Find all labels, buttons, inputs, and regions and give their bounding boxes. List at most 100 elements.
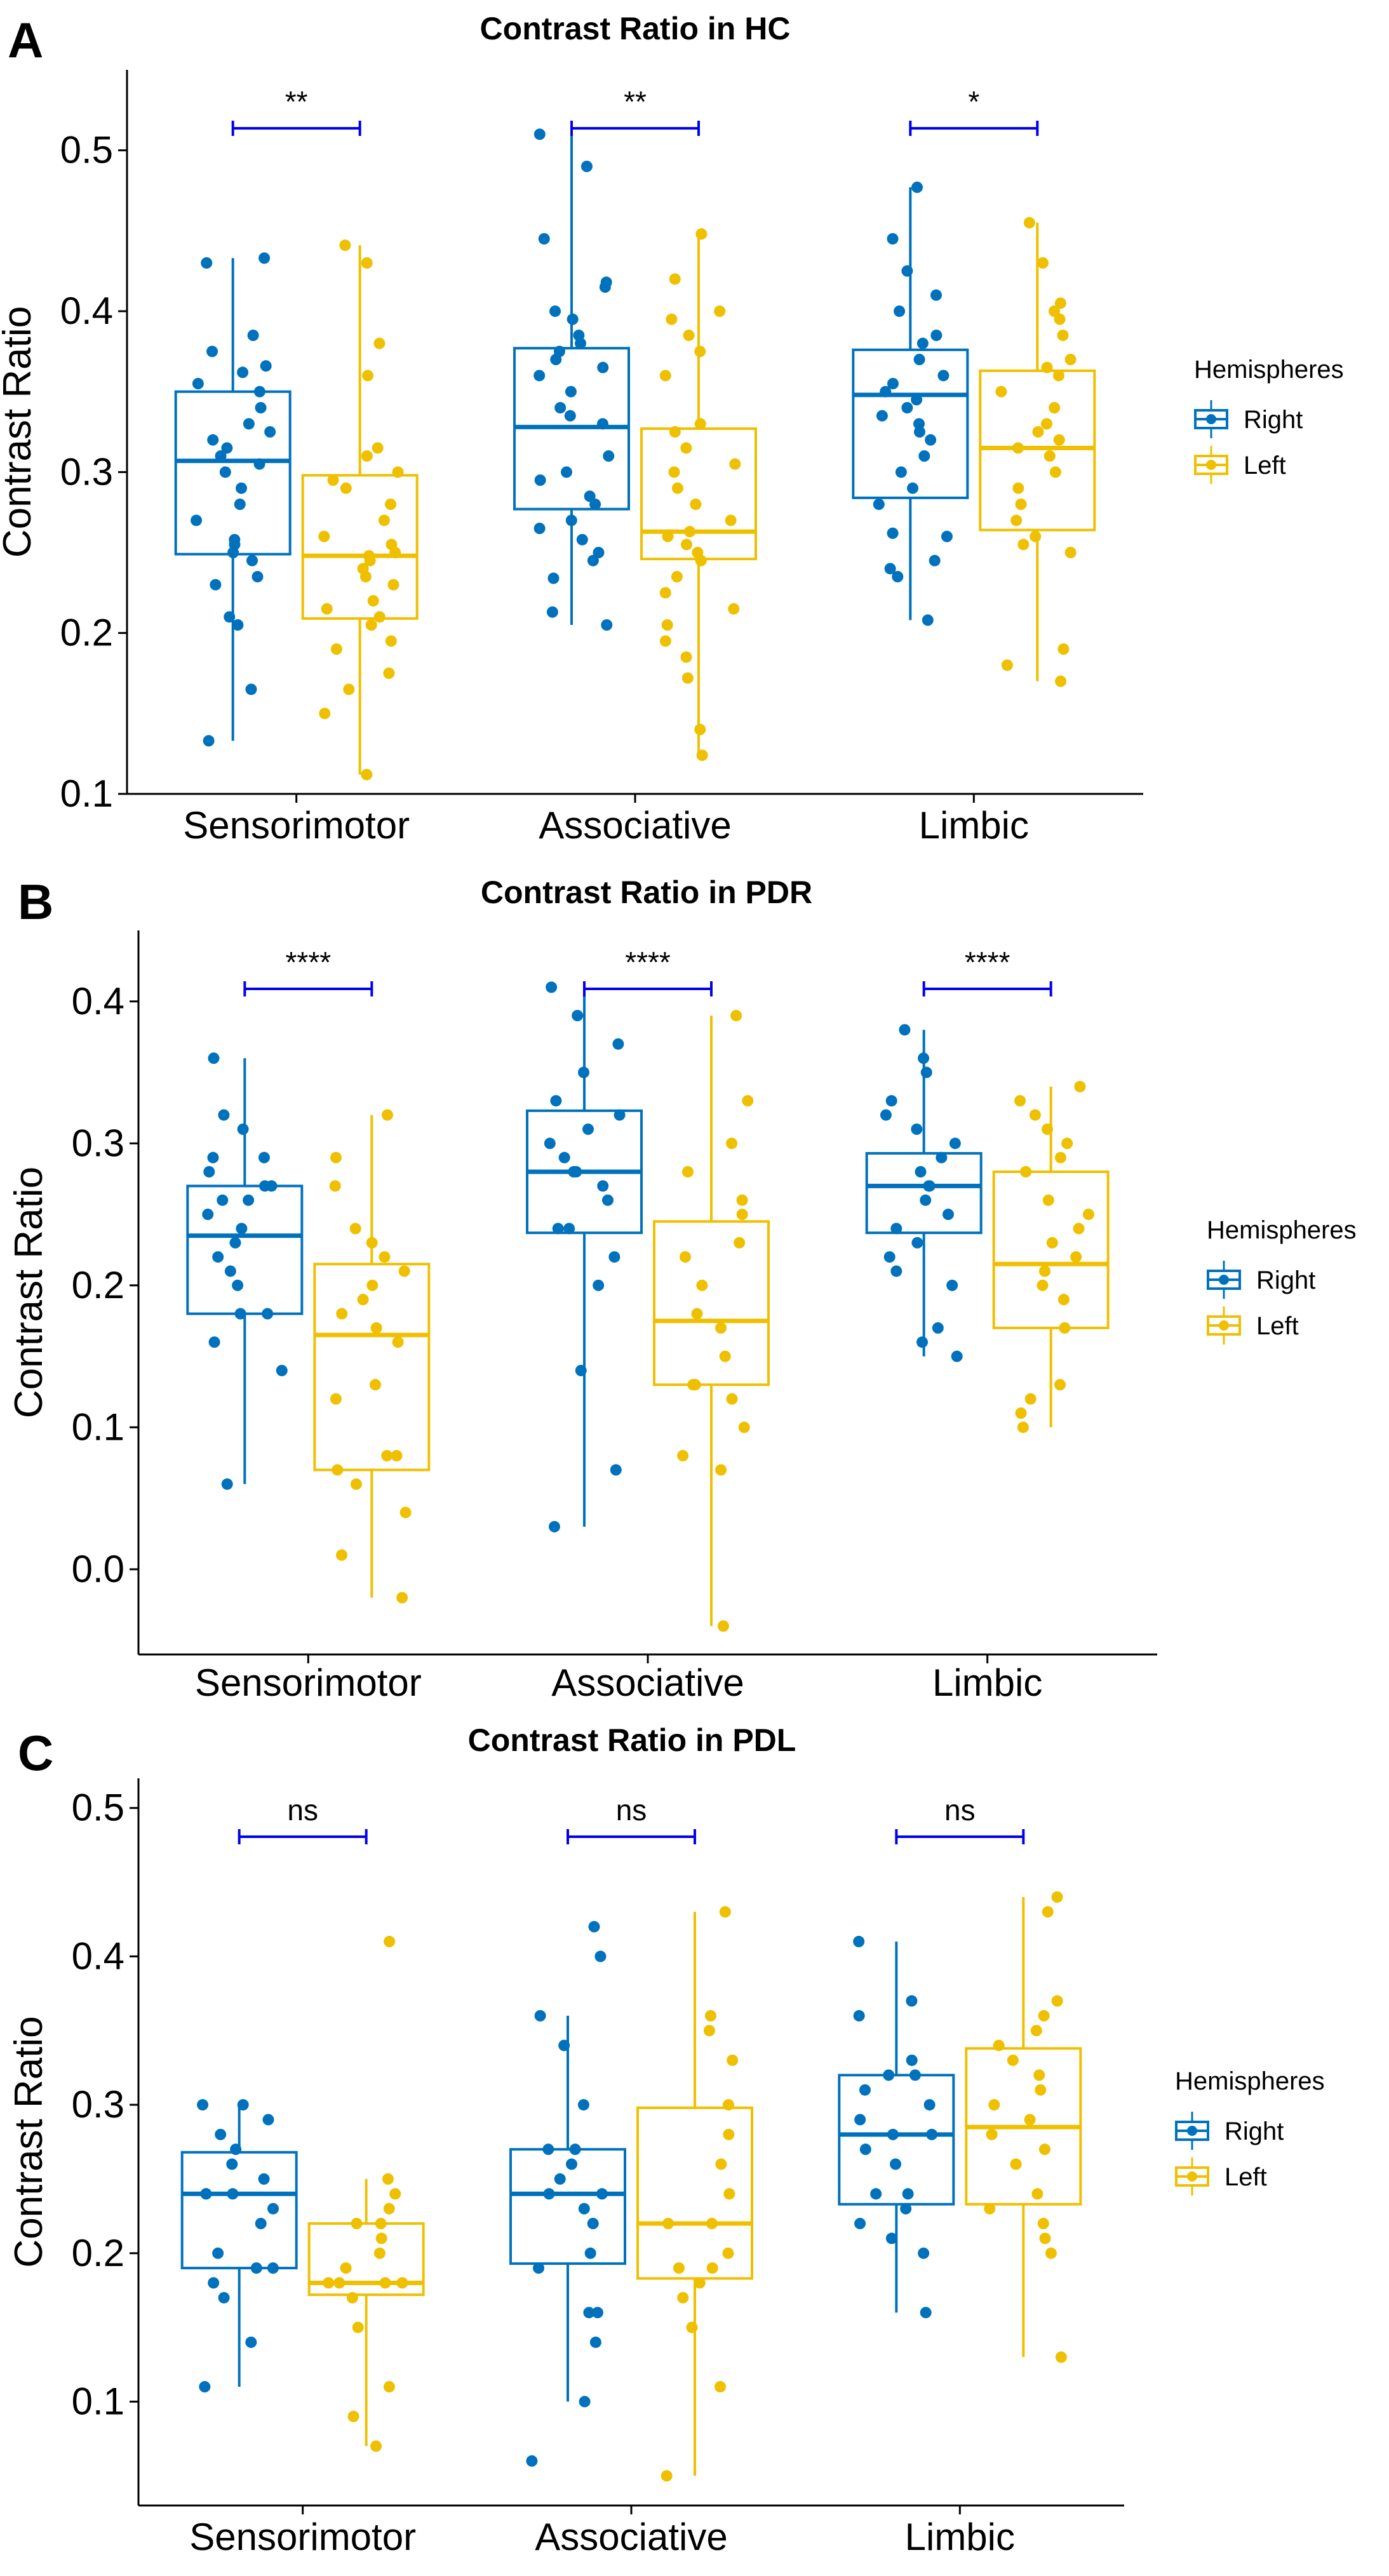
data-point — [1007, 2054, 1019, 2066]
legend-key-point — [1219, 1320, 1229, 1331]
data-point — [1054, 1151, 1066, 1164]
data-point — [381, 1450, 393, 1462]
data-point — [392, 1336, 404, 1348]
data-point — [1082, 1209, 1094, 1221]
data-point — [550, 1095, 562, 1107]
data-point — [671, 482, 683, 494]
data-point — [728, 603, 740, 615]
data-point — [1054, 313, 1066, 325]
data-point — [1041, 418, 1053, 430]
y-tick-label: 0.5 — [72, 1787, 124, 1829]
data-point — [680, 442, 692, 454]
data-point — [203, 1166, 215, 1177]
data-point — [918, 2247, 930, 2259]
data-point — [736, 1194, 748, 1206]
data-point — [1012, 442, 1024, 454]
data-point — [734, 1237, 746, 1249]
x-tick-label: Limbic — [932, 1661, 1042, 1704]
data-point — [738, 1421, 750, 1433]
data-point — [587, 554, 599, 567]
data-point — [533, 2262, 545, 2274]
data-point — [920, 1066, 932, 1078]
data-point — [887, 378, 899, 389]
box — [640, 427, 757, 561]
data-point — [601, 1194, 614, 1206]
legend-title: Hemispheres — [1175, 2067, 1325, 2095]
data-point — [533, 523, 546, 534]
data-point — [1039, 2232, 1051, 2244]
data-point — [984, 2203, 996, 2215]
data-point — [1038, 2009, 1050, 2022]
data-point — [385, 635, 397, 647]
data-point — [600, 276, 612, 288]
data-point — [922, 614, 934, 626]
data-point — [349, 1223, 361, 1235]
data-point — [548, 1520, 560, 1533]
data-point — [926, 2128, 938, 2140]
data-point — [936, 1151, 948, 1164]
data-point — [396, 1592, 408, 1604]
data-point — [197, 2099, 209, 2111]
data-point — [583, 2307, 595, 2319]
y-tick-label: 0.1 — [72, 2380, 124, 2422]
data-point — [260, 360, 272, 372]
data-point — [612, 1038, 624, 1050]
data-point — [911, 1237, 923, 1249]
data-point — [1057, 330, 1069, 341]
data-point — [370, 1322, 382, 1334]
data-point — [276, 1364, 288, 1376]
data-point — [578, 1066, 590, 1078]
data-point — [221, 442, 233, 454]
box — [852, 348, 969, 499]
y-tick-label: 0.2 — [72, 2232, 124, 2274]
y-tick-label: 0.1 — [60, 772, 113, 815]
data-point — [946, 1279, 958, 1291]
data-point — [387, 579, 399, 591]
data-point — [258, 1151, 270, 1164]
data-point — [576, 533, 588, 546]
data-point — [1042, 1123, 1054, 1135]
box — [186, 1184, 304, 1315]
data-point — [597, 1180, 609, 1192]
data-point — [1054, 297, 1066, 309]
data-point — [352, 2321, 364, 2333]
data-point — [1001, 659, 1013, 671]
data-point — [373, 2247, 386, 2259]
data-point — [911, 1123, 923, 1135]
data-point — [567, 313, 579, 325]
data-point — [890, 2158, 902, 2170]
data-point — [1038, 1265, 1050, 1277]
data-point — [726, 1393, 738, 1405]
data-point — [212, 1251, 224, 1263]
data-point — [227, 2188, 239, 2200]
data-point — [666, 313, 678, 325]
box — [992, 1171, 1110, 1329]
data-point — [1010, 2158, 1022, 2170]
data-point — [200, 2188, 212, 2200]
data-point — [1038, 2143, 1050, 2156]
data-point — [232, 1279, 244, 1291]
data-point — [224, 611, 236, 623]
series-left — [313, 1010, 1110, 1632]
data-point — [569, 2143, 581, 2156]
data-point — [589, 499, 601, 510]
data-point — [1042, 1194, 1054, 1206]
legend-label: Left — [1256, 1312, 1299, 1340]
data-point — [1033, 2069, 1045, 2081]
data-point — [207, 434, 219, 446]
data-point — [723, 2188, 735, 2200]
data-point — [854, 2218, 866, 2230]
x-tick-label: Associative — [539, 804, 731, 847]
data-point — [719, 1906, 731, 1918]
data-point — [534, 474, 546, 486]
data-point — [1055, 2351, 1067, 2363]
y-tick-label: 0.4 — [72, 980, 124, 1023]
data-point — [584, 490, 596, 502]
data-point — [715, 1464, 727, 1476]
legend: Hemispheres Right Left — [1175, 2067, 1325, 2196]
significance-label: **** — [286, 946, 332, 979]
data-point — [920, 1194, 932, 1206]
data-point — [372, 442, 384, 454]
data-point — [192, 378, 204, 389]
data-point — [854, 2114, 866, 2126]
